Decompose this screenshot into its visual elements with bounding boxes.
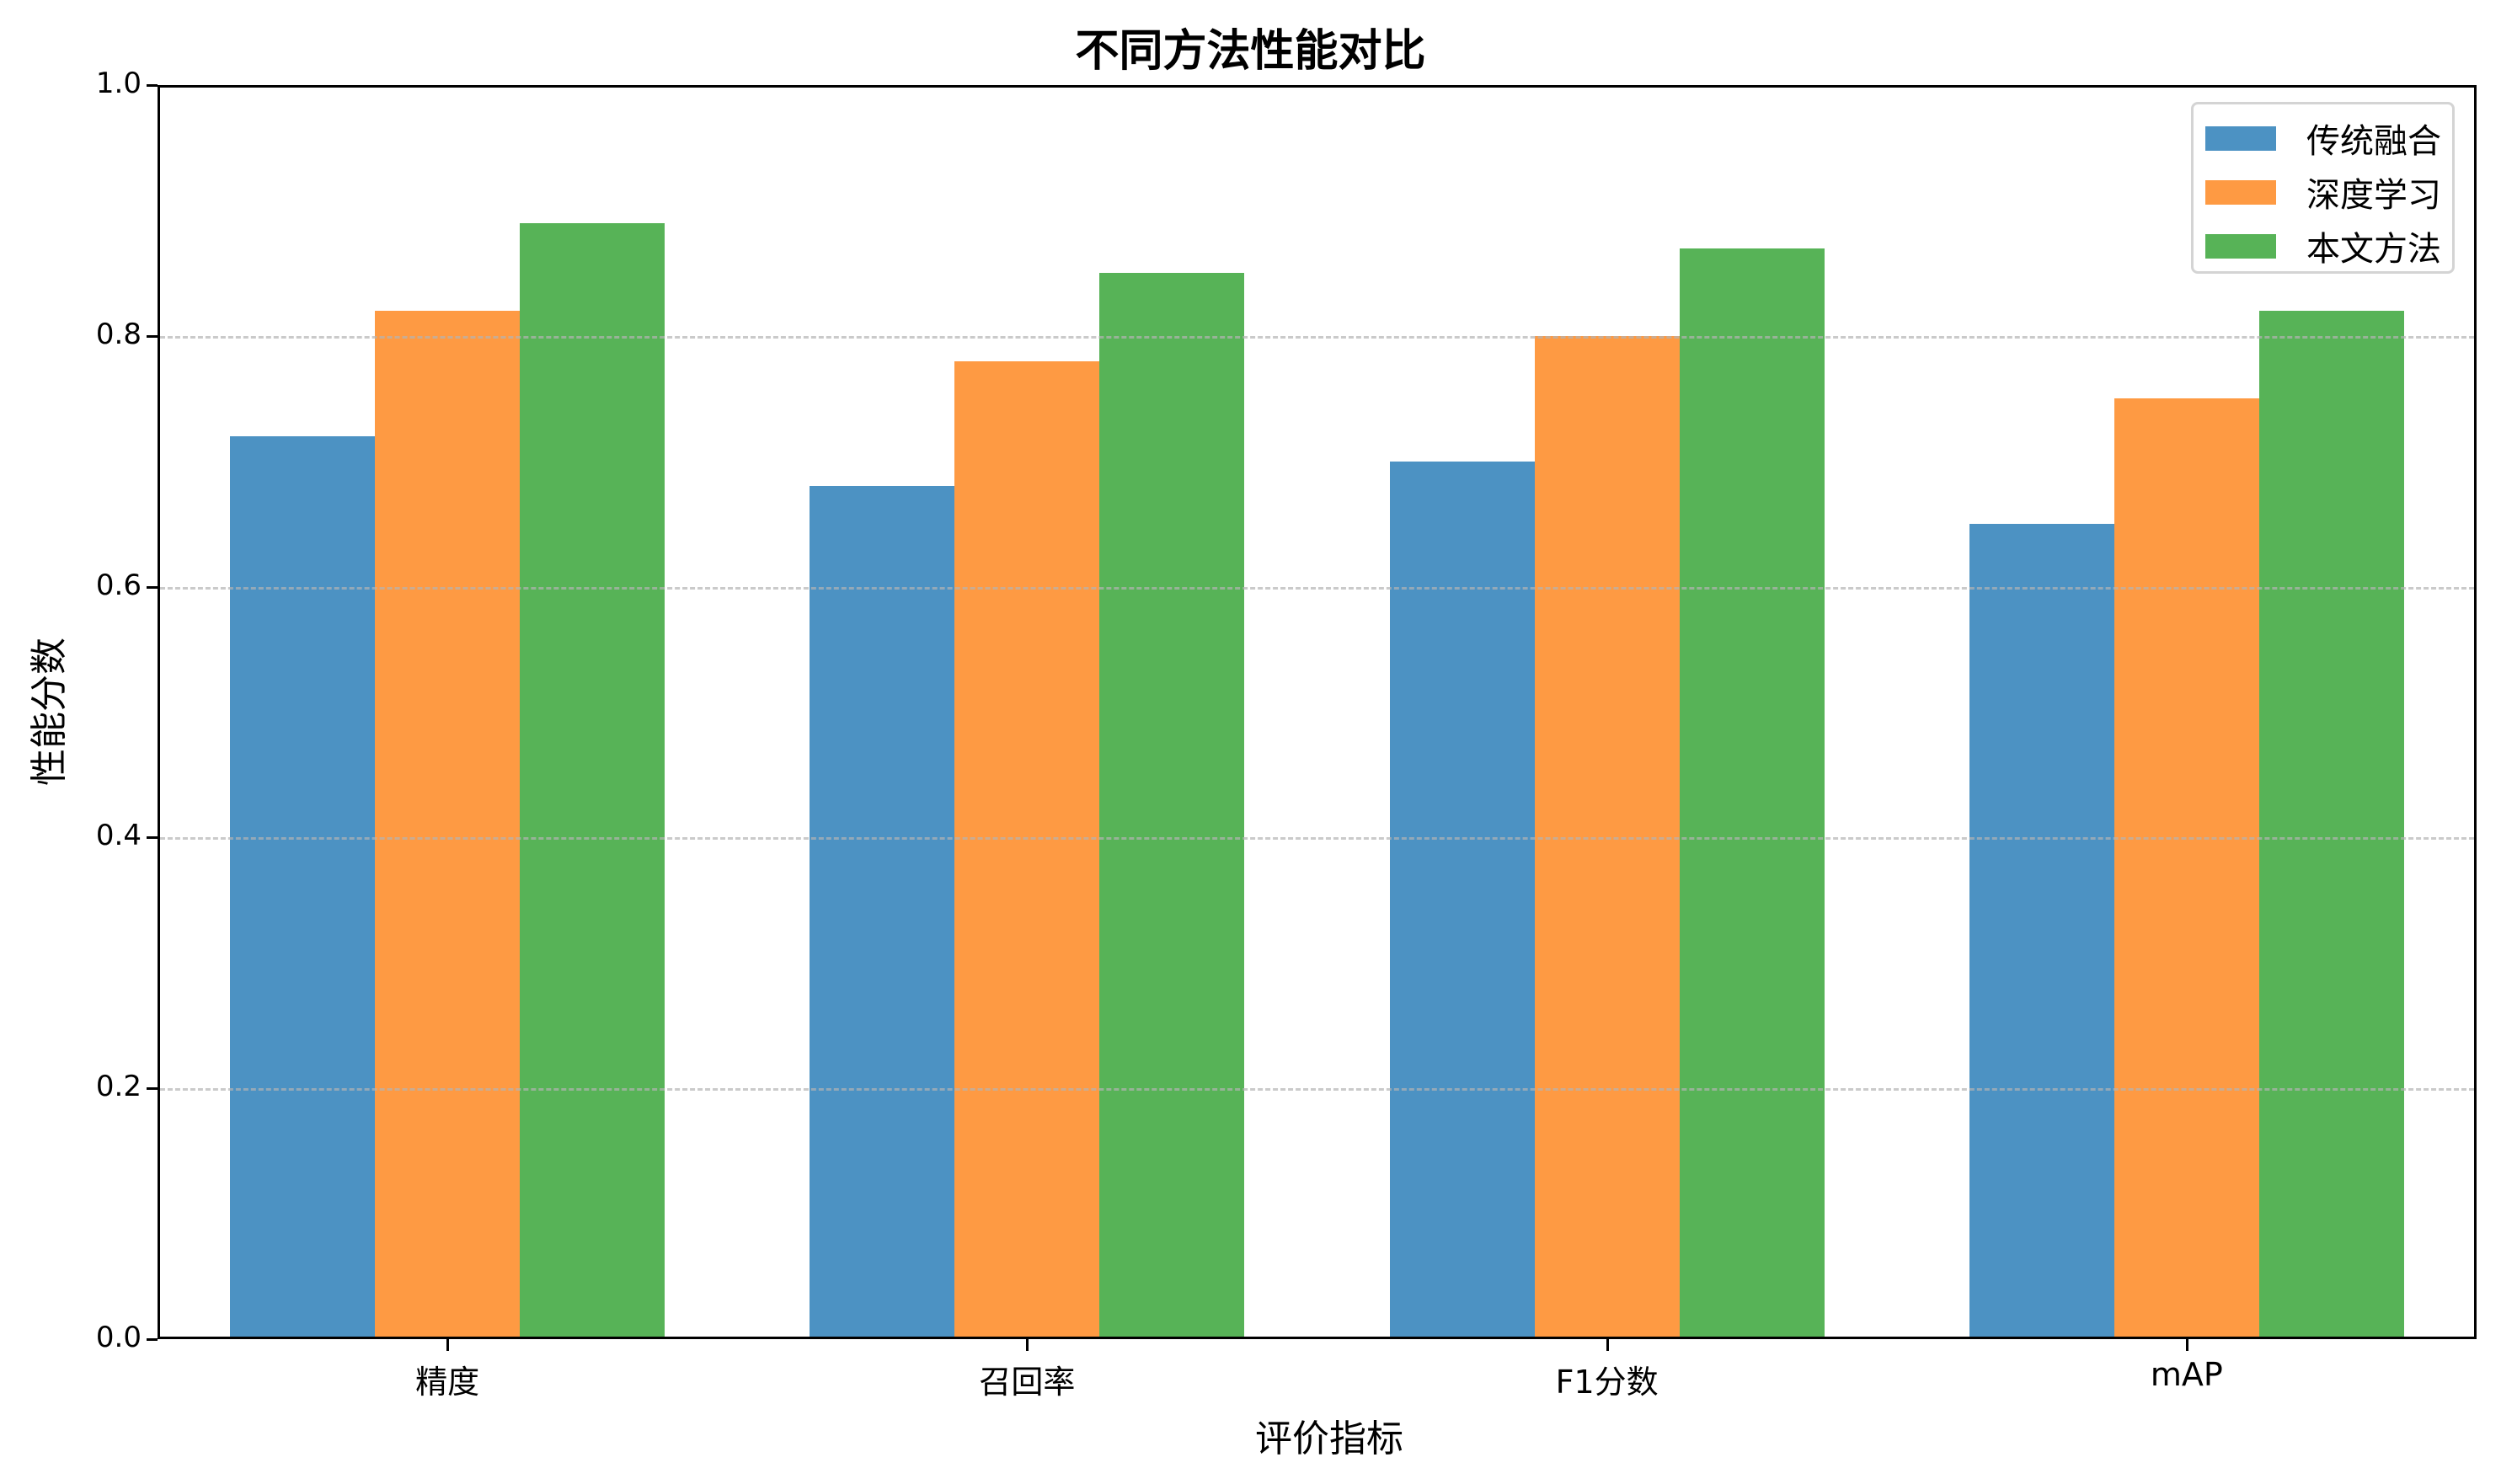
y-tick-label: 0.8 bbox=[95, 317, 142, 351]
y-axis-label: 性能分数 bbox=[28, 638, 71, 786]
bar bbox=[1679, 248, 1825, 1337]
y-tick-mark bbox=[147, 1087, 158, 1091]
x-tick-mark bbox=[1026, 1339, 1029, 1351]
legend: 传统融合深度学习本文方法 bbox=[2191, 102, 2455, 274]
x-tick-label: mAP bbox=[2150, 1356, 2223, 1393]
bar bbox=[1534, 335, 1680, 1337]
y-tick-label: 0.0 bbox=[95, 1321, 142, 1354]
plot-area bbox=[158, 85, 2477, 1339]
bar bbox=[1389, 461, 1535, 1337]
x-tick-label: 精度 bbox=[415, 1364, 480, 1401]
x-axis-label: 评价指标 bbox=[1255, 1417, 1403, 1460]
y-tick-label: 0.2 bbox=[95, 1070, 142, 1104]
y-tick-label: 0.4 bbox=[95, 819, 142, 853]
x-tick-mark bbox=[1606, 1339, 1609, 1351]
bar bbox=[2258, 311, 2404, 1337]
bar bbox=[1969, 524, 2114, 1337]
x-tick-mark bbox=[446, 1339, 450, 1351]
chart-title: 不同方法性能对比 bbox=[1075, 26, 1426, 77]
legend-swatch-icon bbox=[2205, 233, 2276, 259]
bar bbox=[520, 222, 665, 1337]
y-tick-mark bbox=[147, 334, 158, 338]
bar bbox=[2114, 398, 2259, 1337]
legend-label: 本文方法 bbox=[2306, 230, 2441, 269]
gridline bbox=[160, 335, 2474, 339]
y-tick-mark bbox=[147, 836, 158, 840]
x-tick-mark bbox=[2185, 1339, 2188, 1351]
legend-item: 深度学习 bbox=[2205, 175, 2441, 215]
bar bbox=[810, 486, 955, 1337]
gridline bbox=[160, 837, 2474, 841]
legend-item: 传统融合 bbox=[2205, 121, 2441, 161]
gridline bbox=[160, 1088, 2474, 1092]
legend-swatch-icon bbox=[2205, 125, 2276, 151]
legend-swatch-icon bbox=[2205, 179, 2276, 205]
y-tick-mark bbox=[147, 585, 158, 589]
gridline bbox=[160, 586, 2474, 590]
legend-item: 本文方法 bbox=[2205, 229, 2441, 269]
bar bbox=[230, 435, 376, 1337]
legend-label: 传统融合 bbox=[2306, 122, 2441, 161]
bar bbox=[954, 360, 1100, 1337]
y-tick-label: 1.0 bbox=[95, 67, 142, 100]
y-tick-mark bbox=[147, 84, 158, 87]
x-tick-label: F1分数 bbox=[1555, 1364, 1659, 1401]
y-tick-mark bbox=[147, 1338, 158, 1341]
x-tick-label: 召回率 bbox=[979, 1364, 1076, 1401]
bar bbox=[375, 311, 521, 1337]
y-tick-label: 0.6 bbox=[95, 568, 142, 602]
bar bbox=[1099, 273, 1245, 1337]
legend-label: 深度学习 bbox=[2306, 176, 2441, 215]
